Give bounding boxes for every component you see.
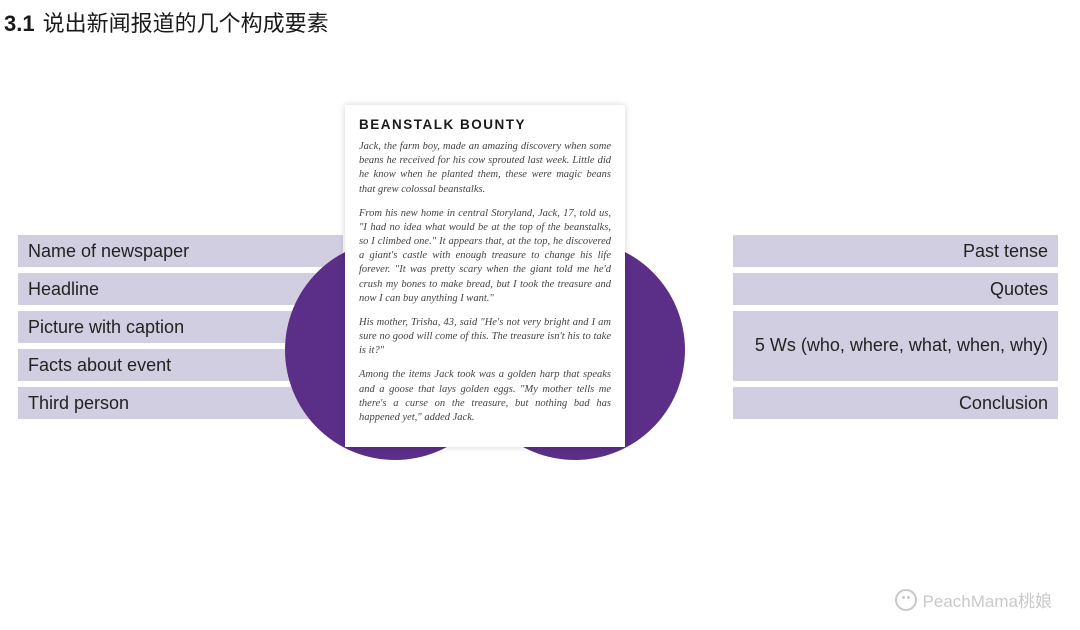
feature-bar: Headline (18, 273, 343, 305)
article-paragraph: From his new home in central Storyland, … (359, 207, 611, 306)
feature-bar: Conclusion (733, 387, 1058, 419)
feature-label: Past tense (963, 241, 1048, 262)
feature-label: Headline (28, 279, 99, 300)
feature-label: Picture with caption (28, 317, 184, 338)
feature-label: Conclusion (959, 393, 1048, 414)
feature-bar: Name of newspaper (18, 235, 343, 267)
watermark-text: PeachMama桃娘 (923, 587, 1052, 612)
feature-label: Quotes (990, 279, 1048, 300)
feature-label: Name of newspaper (28, 241, 189, 262)
heading-text: 说出新闻报道的几个构成要素 (43, 11, 329, 36)
feature-bar: Quotes (733, 273, 1058, 305)
heading-number: 3.1 (4, 11, 35, 36)
center-article-wrap: BEANSTALK BOUNTY Jack, the farm boy, mad… (345, 120, 625, 620)
article-paragraph: His mother, Trisha, 43, said "He's not v… (359, 316, 611, 359)
sample-article: BEANSTALK BOUNTY Jack, the farm boy, mad… (345, 105, 625, 447)
watermark: PeachMama桃娘 (895, 587, 1052, 612)
feature-label: 5 Ws (who, where, what, when, why) (755, 334, 1048, 357)
article-paragraph: Among the items Jack took was a golden h… (359, 368, 611, 425)
feature-bar: 5 Ws (who, where, what, when, why) (733, 311, 1058, 381)
news-elements-diagram: Name of newspaper Headline Picture with … (0, 120, 1080, 620)
right-feature-list: Past tense Quotes 5 Ws (who, where, what… (733, 235, 1058, 425)
section-heading: 3.1 说出新闻报道的几个构成要素 (4, 6, 329, 38)
article-paragraph: Jack, the farm boy, made an amazing disc… (359, 140, 611, 197)
feature-label: Facts about event (28, 355, 171, 376)
wechat-icon (895, 589, 917, 611)
feature-bar: Past tense (733, 235, 1058, 267)
article-headline: BEANSTALK BOUNTY (359, 117, 611, 132)
feature-label: Third person (28, 393, 129, 414)
